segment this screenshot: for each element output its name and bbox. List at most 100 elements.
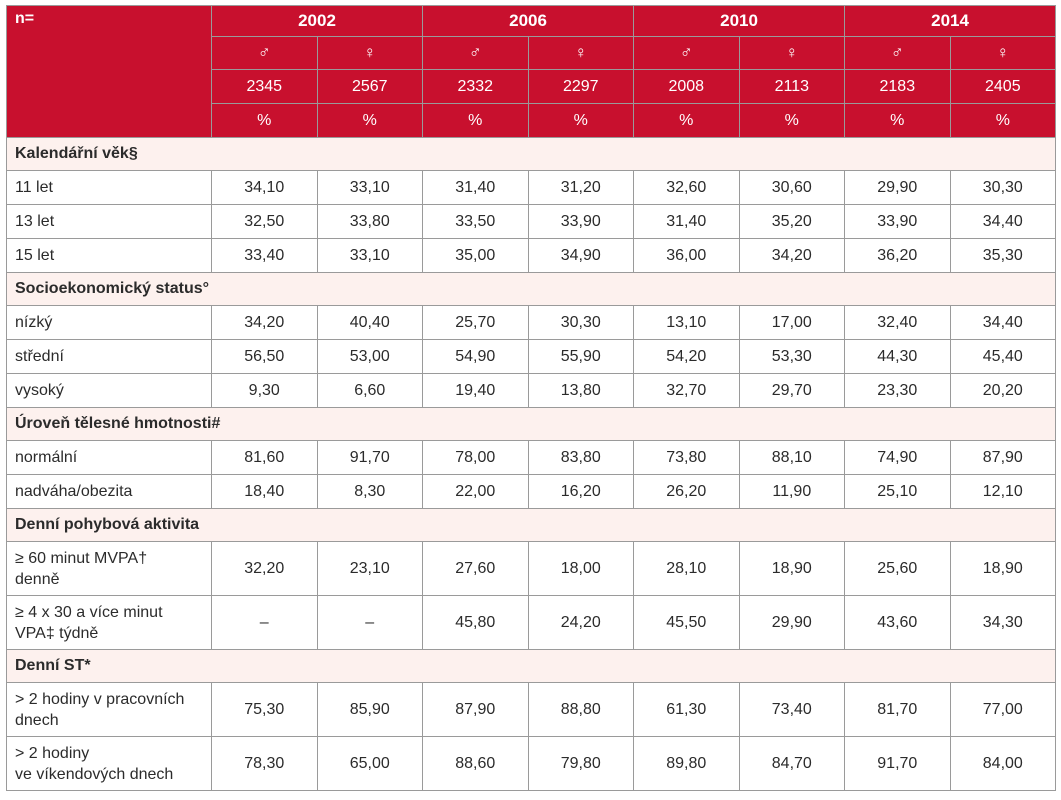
male-symbol: ♂ — [422, 36, 529, 70]
table-row: nadváha/obezita 18,40 8,30 22,00 16,20 2… — [6, 474, 1057, 509]
cell-value: 91,70 — [844, 736, 951, 791]
cell-value: 33,50 — [422, 204, 529, 239]
cell-value: 89,80 — [633, 736, 740, 791]
cell-value: 34,40 — [949, 204, 1057, 239]
cell-value: 55,90 — [527, 339, 635, 374]
sample-count: 2567 — [316, 69, 424, 104]
cell-value: 53,30 — [738, 339, 846, 374]
section-title: Kalendářní věk§ — [5, 137, 1057, 171]
sample-count: 2345 — [211, 69, 318, 104]
cell-value: 83,80 — [527, 440, 635, 475]
cell-value: 18,90 — [738, 541, 846, 596]
unit-percent: % — [949, 103, 1057, 138]
sample-count: 2332 — [422, 69, 529, 104]
row-label: ≥ 60 minut MVPA† denně — [6, 541, 212, 596]
cell-value: 29,70 — [738, 373, 846, 408]
table-row: 15 let 33,40 33,10 35,00 34,90 36,00 34,… — [6, 238, 1057, 273]
cell-value: 31,40 — [422, 170, 529, 205]
table-row: 11 let 34,10 33,10 31,40 31,20 32,60 30,… — [6, 170, 1057, 205]
year-header: 2006 — [422, 5, 635, 37]
cell-value: 18,90 — [949, 541, 1057, 596]
cell-value: 73,80 — [633, 440, 740, 475]
header-count-row: 2345 2567 2332 2297 2008 2113 2183 2405 — [7, 69, 1057, 104]
female-symbol: ♀ — [738, 36, 846, 70]
cell-value: 87,90 — [422, 682, 529, 737]
row-label: ≥ 4 x 30 a více minut VPA‡ týdně — [6, 595, 212, 650]
unit-percent: % — [316, 103, 424, 138]
cell-value: 16,20 — [527, 474, 635, 509]
sample-count: 2183 — [844, 69, 951, 104]
cell-value: 56,50 — [211, 339, 318, 374]
row-label: 11 let — [6, 170, 212, 205]
cell-value: 32,50 — [211, 204, 318, 239]
sample-count: 2008 — [633, 69, 740, 104]
cell-value: 13,80 — [527, 373, 635, 408]
cell-value: 33,40 — [211, 238, 318, 273]
row-label-line: denně — [15, 570, 60, 588]
row-label: vysoký — [6, 373, 212, 408]
table-row: 13 let 32,50 33,80 33,50 33,90 31,40 35,… — [6, 204, 1057, 239]
cell-value: 45,40 — [949, 339, 1057, 374]
cell-value: 26,20 — [633, 474, 740, 509]
cell-value: 32,60 — [633, 170, 740, 205]
cell-value: 36,20 — [844, 238, 951, 273]
cell-value: 33,90 — [527, 204, 635, 239]
row-label: 15 let — [6, 238, 212, 273]
header-unit-row: % % % % % % % % — [7, 103, 1057, 138]
header-year-row: n= 2002 2006 2010 2014 — [6, 5, 1057, 138]
cell-value: 74,90 — [844, 440, 951, 475]
cell-value: 18,00 — [527, 541, 635, 596]
cell-value: 54,90 — [422, 339, 529, 374]
cell-value: 88,80 — [527, 682, 635, 737]
cell-value: 30,30 — [527, 305, 635, 340]
year-header: 2010 — [633, 5, 846, 37]
unit-percent: % — [422, 103, 529, 138]
cell-value: 6,60 — [316, 373, 424, 408]
cell-value: 78,30 — [211, 736, 318, 791]
row-label-line: VPA‡ týdně — [15, 624, 99, 642]
cell-value: 81,70 — [844, 682, 951, 737]
cell-value: 53,00 — [316, 339, 424, 374]
section-title: Úroveň tělesné hmotnosti# — [5, 407, 1057, 441]
cell-value: 36,00 — [633, 238, 740, 273]
row-label-line: ≥ 4 x 30 a více minut — [15, 603, 163, 621]
table-row: nízký 34,20 40,40 25,70 30,30 13,10 17,0… — [6, 305, 1057, 340]
table-row: > 2 hodiny v pracovních dnech 75,30 85,90… — [6, 682, 1057, 737]
cell-value: 20,20 — [949, 373, 1057, 408]
cell-value: 45,80 — [422, 595, 529, 650]
cell-value: 34,30 — [949, 595, 1057, 650]
cell-value: 29,90 — [844, 170, 951, 205]
female-symbol: ♀ — [949, 36, 1057, 70]
male-symbol: ♂ — [633, 36, 740, 70]
cell-value: 32,40 — [844, 305, 951, 340]
cell-value: 31,40 — [633, 204, 740, 239]
cell-value: 18,40 — [211, 474, 318, 509]
cell-value: 33,10 — [316, 238, 424, 273]
section-title: Denní pohybová aktivita — [5, 508, 1057, 542]
cell-value: 8,30 — [316, 474, 424, 509]
cell-value: 32,70 — [633, 373, 740, 408]
row-label: normální — [6, 440, 212, 475]
table-row: ≥ 4 x 30 a více minut VPA‡ týdně – – 45,8… — [6, 595, 1057, 650]
cell-value: 44,30 — [844, 339, 951, 374]
cell-value: 84,00 — [949, 736, 1057, 791]
cell-value: 13,10 — [633, 305, 740, 340]
row-label: > 2 hodiny ve víkendových dnech — [6, 736, 212, 791]
cell-value: 34,20 — [211, 305, 318, 340]
cell-value: 78,00 — [422, 440, 529, 475]
cell-value: 34,10 — [211, 170, 318, 205]
cell-value: 23,10 — [316, 541, 424, 596]
cell-value: 88,60 — [422, 736, 529, 791]
cell-value: 91,70 — [316, 440, 424, 475]
cell-value: 24,20 — [527, 595, 635, 650]
cell-value: 35,00 — [422, 238, 529, 273]
male-symbol: ♂ — [844, 36, 951, 70]
unit-percent: % — [633, 103, 740, 138]
n-label: n= — [6, 5, 212, 138]
section-title: Socioekonomický status° — [5, 272, 1057, 306]
cell-value: 9,30 — [211, 373, 318, 408]
sample-count: 2405 — [949, 69, 1057, 104]
cell-value: 40,40 — [316, 305, 424, 340]
statistics-table: n= 2002 2006 2010 2014 ♂ ♀ ♂ ♀ ♂ ♀ ♂ ♀ 2… — [5, 5, 1057, 791]
cell-value: 87,90 — [949, 440, 1057, 475]
